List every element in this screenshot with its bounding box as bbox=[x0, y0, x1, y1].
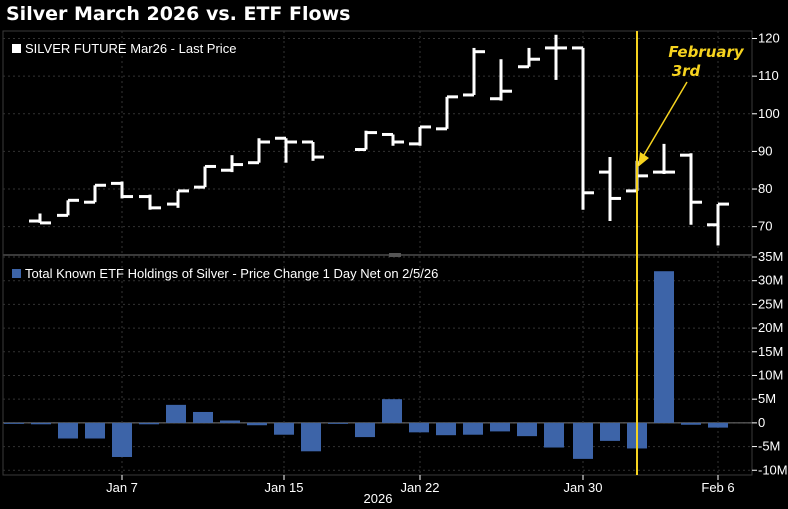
etf-flow-bar bbox=[112, 422, 132, 457]
panel-resize-handle[interactable] bbox=[389, 253, 401, 257]
annotation-line1: February bbox=[668, 43, 745, 61]
etf-flow-bar bbox=[436, 422, 456, 436]
etf-flow-bar bbox=[220, 420, 240, 423]
x-tick-label: Jan 15 bbox=[264, 480, 303, 495]
etf-flow-bar bbox=[274, 422, 294, 435]
price-tick-label: 110 bbox=[758, 68, 779, 83]
flows-axis: -10M -5M 0 5M 10M 15M 20M 25M 30M 35M bbox=[752, 249, 788, 477]
price-tick-label: 70 bbox=[758, 219, 772, 234]
price-legend-marker bbox=[12, 44, 21, 53]
etf-flow-bar bbox=[490, 422, 510, 432]
flows-tick-label: 0 bbox=[758, 415, 765, 430]
annotation-arrowhead bbox=[638, 152, 649, 167]
annotation-arrow bbox=[640, 81, 688, 161]
etf-flow-bar bbox=[301, 422, 321, 452]
x-tick-label: Jan 7 bbox=[106, 480, 138, 495]
price-tick-label: 120 bbox=[758, 31, 780, 46]
flows-legend: Total Known ETF Holdings of Silver - Pri… bbox=[25, 266, 438, 281]
flows-tick-label: 30M bbox=[758, 273, 783, 288]
etf-flow-bar bbox=[544, 422, 564, 448]
etf-flow-bar bbox=[681, 422, 701, 425]
etf-flow-bar bbox=[58, 422, 78, 439]
etf-flow-bar bbox=[85, 422, 105, 439]
etf-flow-bar bbox=[600, 422, 620, 441]
flows-tick-label: -5M bbox=[758, 439, 780, 454]
etf-flow-bar bbox=[247, 422, 267, 426]
price-tick-label: 90 bbox=[758, 143, 772, 158]
flows-tick-label: 35M bbox=[758, 249, 783, 264]
flows-series bbox=[4, 271, 728, 459]
x-grid bbox=[121, 31, 719, 475]
etf-flow-bar bbox=[139, 422, 159, 425]
etf-flow-bar bbox=[708, 422, 728, 428]
etf-flow-bar bbox=[517, 422, 537, 437]
price-tick-label: 80 bbox=[758, 181, 772, 196]
x-tick-label: Feb 6 bbox=[701, 480, 734, 495]
etf-flow-bar bbox=[328, 422, 348, 424]
etf-flow-bar bbox=[654, 271, 674, 423]
flows-legend-marker bbox=[12, 269, 21, 278]
price-series bbox=[29, 34, 729, 246]
flows-tick-label: 20M bbox=[758, 320, 783, 335]
flows-tick-label: -10M bbox=[758, 462, 788, 477]
etf-flow-bar bbox=[166, 404, 186, 423]
x-axis: Jan 7 Jan 15 Jan 22 Jan 30 Feb 6 bbox=[106, 475, 735, 495]
x-tick-label: Jan 30 bbox=[563, 480, 602, 495]
price-legend: SILVER FUTURE Mar26 - Last Price bbox=[25, 41, 236, 56]
price-axis: 70 80 90 100 110 120 bbox=[752, 31, 780, 234]
x-axis-year: 2026 bbox=[364, 491, 393, 506]
etf-flow-bar bbox=[193, 411, 213, 423]
price-tick-label: 100 bbox=[758, 106, 780, 121]
flows-tick-label: 10M bbox=[758, 367, 783, 382]
etf-flow-bar bbox=[4, 422, 24, 424]
flows-tick-label: 25M bbox=[758, 296, 783, 311]
x-tick-label: Jan 22 bbox=[400, 480, 439, 495]
chart-title: Silver March 2026 vs. ETF Flows bbox=[6, 3, 351, 25]
price-grid bbox=[3, 38, 752, 228]
plot-frame bbox=[2, 30, 753, 476]
flows-tick-label: 15M bbox=[758, 344, 783, 359]
etf-flow-bar bbox=[409, 422, 429, 433]
etf-flow-bar bbox=[463, 422, 483, 435]
flows-tick-label: 5M bbox=[758, 391, 776, 406]
etf-flow-bar bbox=[355, 422, 375, 438]
etf-flow-bar bbox=[31, 422, 51, 425]
etf-flow-bar bbox=[573, 422, 593, 459]
etf-flow-bar bbox=[382, 399, 402, 423]
annotation-line2: 3rd bbox=[672, 62, 701, 80]
